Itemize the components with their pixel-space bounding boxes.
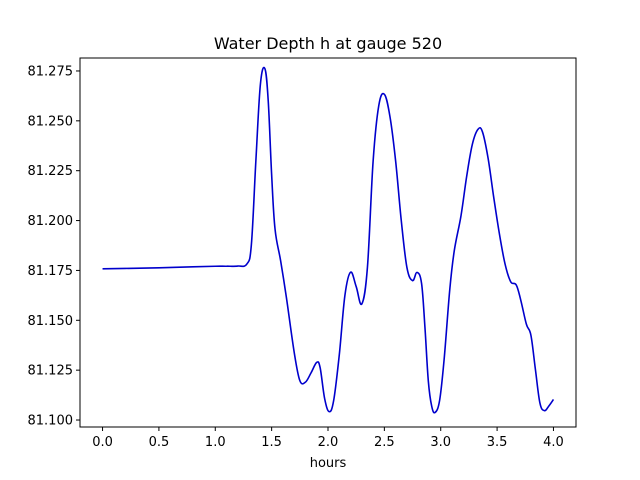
- x-tick-label: 0.5: [149, 435, 170, 450]
- x-tick-label: 1.0: [205, 435, 226, 450]
- x-tick-label: 2.0: [318, 435, 339, 450]
- plot-frame: [79, 57, 577, 428]
- x-tick-label: 2.5: [374, 435, 395, 450]
- x-tick-label: 1.5: [261, 435, 282, 450]
- y-tick-label: 81.200: [28, 214, 74, 229]
- plot-area: [102, 66, 555, 414]
- x-axis-label: hours: [310, 456, 347, 471]
- y-tick-label: 81.125: [28, 364, 74, 379]
- y-tick-label: 81.175: [28, 264, 74, 279]
- y-tick-label: 81.225: [28, 164, 74, 179]
- x-axis: 0.0 0.5 1.0 1.5 2.0 2.5 3.0 3.5 4.0: [92, 427, 564, 450]
- chart-title: Water Depth h at gauge 520: [214, 34, 442, 53]
- x-tick-label: 3.0: [430, 435, 451, 450]
- y-tick-label: 81.275: [28, 64, 74, 79]
- y-tick-label: 81.250: [28, 114, 74, 129]
- y-tick-label: 81.150: [28, 314, 74, 329]
- series-line-0: [102, 66, 555, 414]
- x-tick-label: 4.0: [543, 435, 564, 450]
- x-tick-label: 0.0: [92, 435, 113, 450]
- y-tick-label: 81.100: [28, 414, 74, 429]
- x-tick-label: 3.5: [487, 435, 508, 450]
- y-axis: 81.100 81.125 81.150 81.175 81.200 81.225 81.2…: [28, 64, 80, 429]
